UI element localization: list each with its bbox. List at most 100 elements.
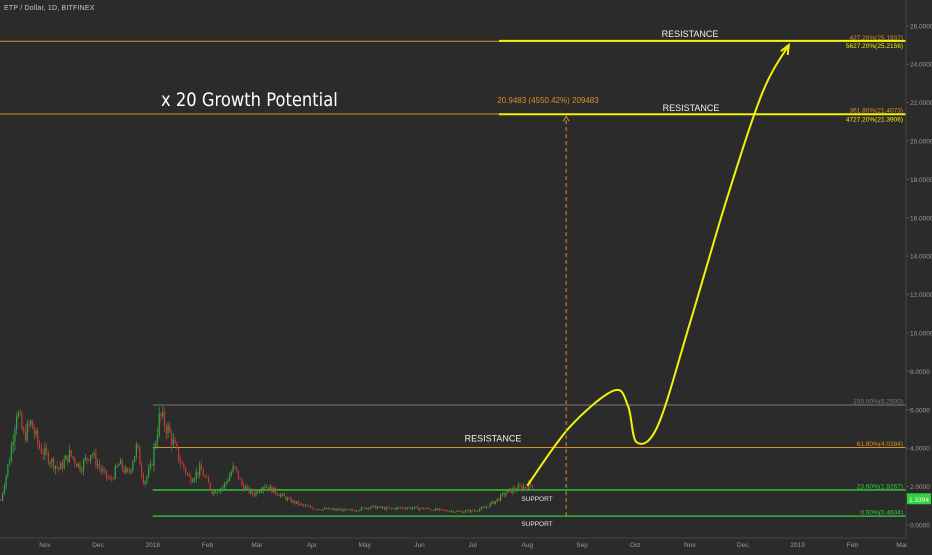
candle-body — [498, 498, 500, 501]
chart-title: ETP / Dollar, 1D, BITFINEX — [4, 5, 95, 12]
y-axis: 0.0000 2.0000 4.0000 6.0000 8.0000 10.0000 12.… — [905, 0, 932, 538]
candle-body — [485, 506, 488, 508]
candle-body — [172, 439, 174, 445]
candle-body — [185, 468, 187, 474]
candle-body — [176, 443, 178, 449]
candle-body — [299, 503, 301, 505]
y-tick-label: 24.0000 — [910, 62, 932, 69]
candle-body — [304, 505, 306, 507]
measure-arrowhead — [562, 115, 570, 122]
y-tick-label: 26.0000 — [910, 23, 932, 30]
x-tick-label: Mar — [251, 542, 263, 549]
fib-level-label: 61.80%(4.0384) — [857, 441, 903, 448]
candle-body — [359, 510, 361, 511]
candle-body — [482, 507, 484, 509]
candle-body — [489, 503, 491, 508]
candle-body — [341, 509, 343, 512]
fib-level-label: 5627.20%(25.2156) — [846, 43, 903, 50]
candle-body — [327, 508, 329, 510]
candle-body — [320, 509, 322, 511]
candle-body — [522, 486, 525, 490]
candle-body — [433, 509, 435, 511]
candle-body — [244, 487, 247, 491]
y-tick-label: 0.0000 — [910, 523, 930, 530]
candle-body — [422, 507, 424, 510]
candle-body — [302, 504, 305, 506]
candle-body — [406, 508, 408, 509]
candle-body — [267, 486, 269, 490]
candle-body — [450, 510, 452, 512]
candle-body — [156, 435, 159, 444]
candle-body — [119, 460, 122, 465]
candle-body — [53, 458, 55, 469]
candle-body — [44, 447, 46, 455]
candle-body — [271, 486, 273, 493]
candle-body — [206, 476, 208, 478]
candle-body — [9, 461, 11, 465]
x-axis: Nov Dec 2018 Feb Mar Apr May Jun Jul Aug Sep Oct Nov… — [0, 537, 908, 549]
candle-body — [139, 447, 141, 465]
candle-body — [280, 494, 282, 497]
y-tick-label: 6.0000 — [910, 407, 930, 414]
candle-body — [264, 487, 266, 488]
candle-body — [338, 509, 340, 511]
candle-body — [163, 411, 166, 427]
candle-body — [447, 511, 449, 512]
candle-body — [383, 507, 386, 510]
candle-body — [214, 491, 217, 494]
candle-body — [61, 462, 64, 469]
candle-body — [318, 509, 320, 510]
candle-body — [84, 457, 86, 461]
candle-body — [493, 501, 495, 504]
fib-level-label: 100.00%(6.2500) — [853, 399, 903, 406]
candle-body — [459, 511, 461, 512]
candle-body — [336, 509, 338, 511]
candle-body — [68, 450, 71, 463]
candle-body — [329, 508, 331, 510]
candle-body — [412, 508, 414, 509]
x-tick-label: Feb — [847, 542, 859, 549]
candle-body — [269, 486, 271, 490]
y-tick-label: 16.0000 — [910, 215, 932, 222]
candle-body — [464, 510, 467, 513]
candle-body — [123, 468, 125, 473]
candle-body — [253, 494, 255, 496]
candle-body — [107, 477, 109, 479]
candle-body — [287, 498, 289, 501]
candle-body — [528, 482, 530, 490]
candle-body — [241, 478, 243, 485]
y-tick-label: 8.0000 — [910, 369, 930, 376]
candle-body — [262, 487, 264, 491]
projection-layer — [526, 42, 791, 487]
candle-body — [174, 439, 176, 444]
candle-body — [111, 478, 113, 480]
candle-body — [81, 470, 83, 472]
candle-body — [239, 478, 241, 480]
candle-body — [346, 509, 349, 511]
candle-body — [89, 455, 92, 461]
candle-body — [449, 511, 451, 513]
fib-levels-layer: 427.20%(25.1937)5627.20%(25.2156) 361.80%… — [0, 35, 906, 517]
candle-body — [343, 508, 345, 512]
candle-body — [352, 509, 354, 511]
candle-body — [410, 507, 412, 509]
candle-body — [484, 507, 486, 509]
candle-body — [132, 462, 134, 470]
x-tick-label: 2018 — [146, 542, 161, 549]
candle-body — [167, 425, 169, 434]
candle-body — [97, 464, 99, 466]
candle-body — [436, 508, 438, 510]
candle-body — [276, 493, 278, 496]
candle-body — [292, 500, 294, 503]
candle-body — [118, 464, 120, 467]
candle-body — [514, 488, 516, 491]
candle-body — [405, 508, 407, 510]
candle-body — [308, 506, 310, 507]
fib-level-label: 361.80%(21.4073) — [850, 107, 904, 114]
candle-body — [220, 488, 222, 492]
y-tick-label: 10.0000 — [910, 331, 932, 338]
candle-body — [232, 466, 234, 473]
fib-level-label: 427.20%(25.1937) — [850, 35, 904, 42]
candle-body — [487, 506, 489, 508]
projection-curve — [526, 44, 790, 487]
